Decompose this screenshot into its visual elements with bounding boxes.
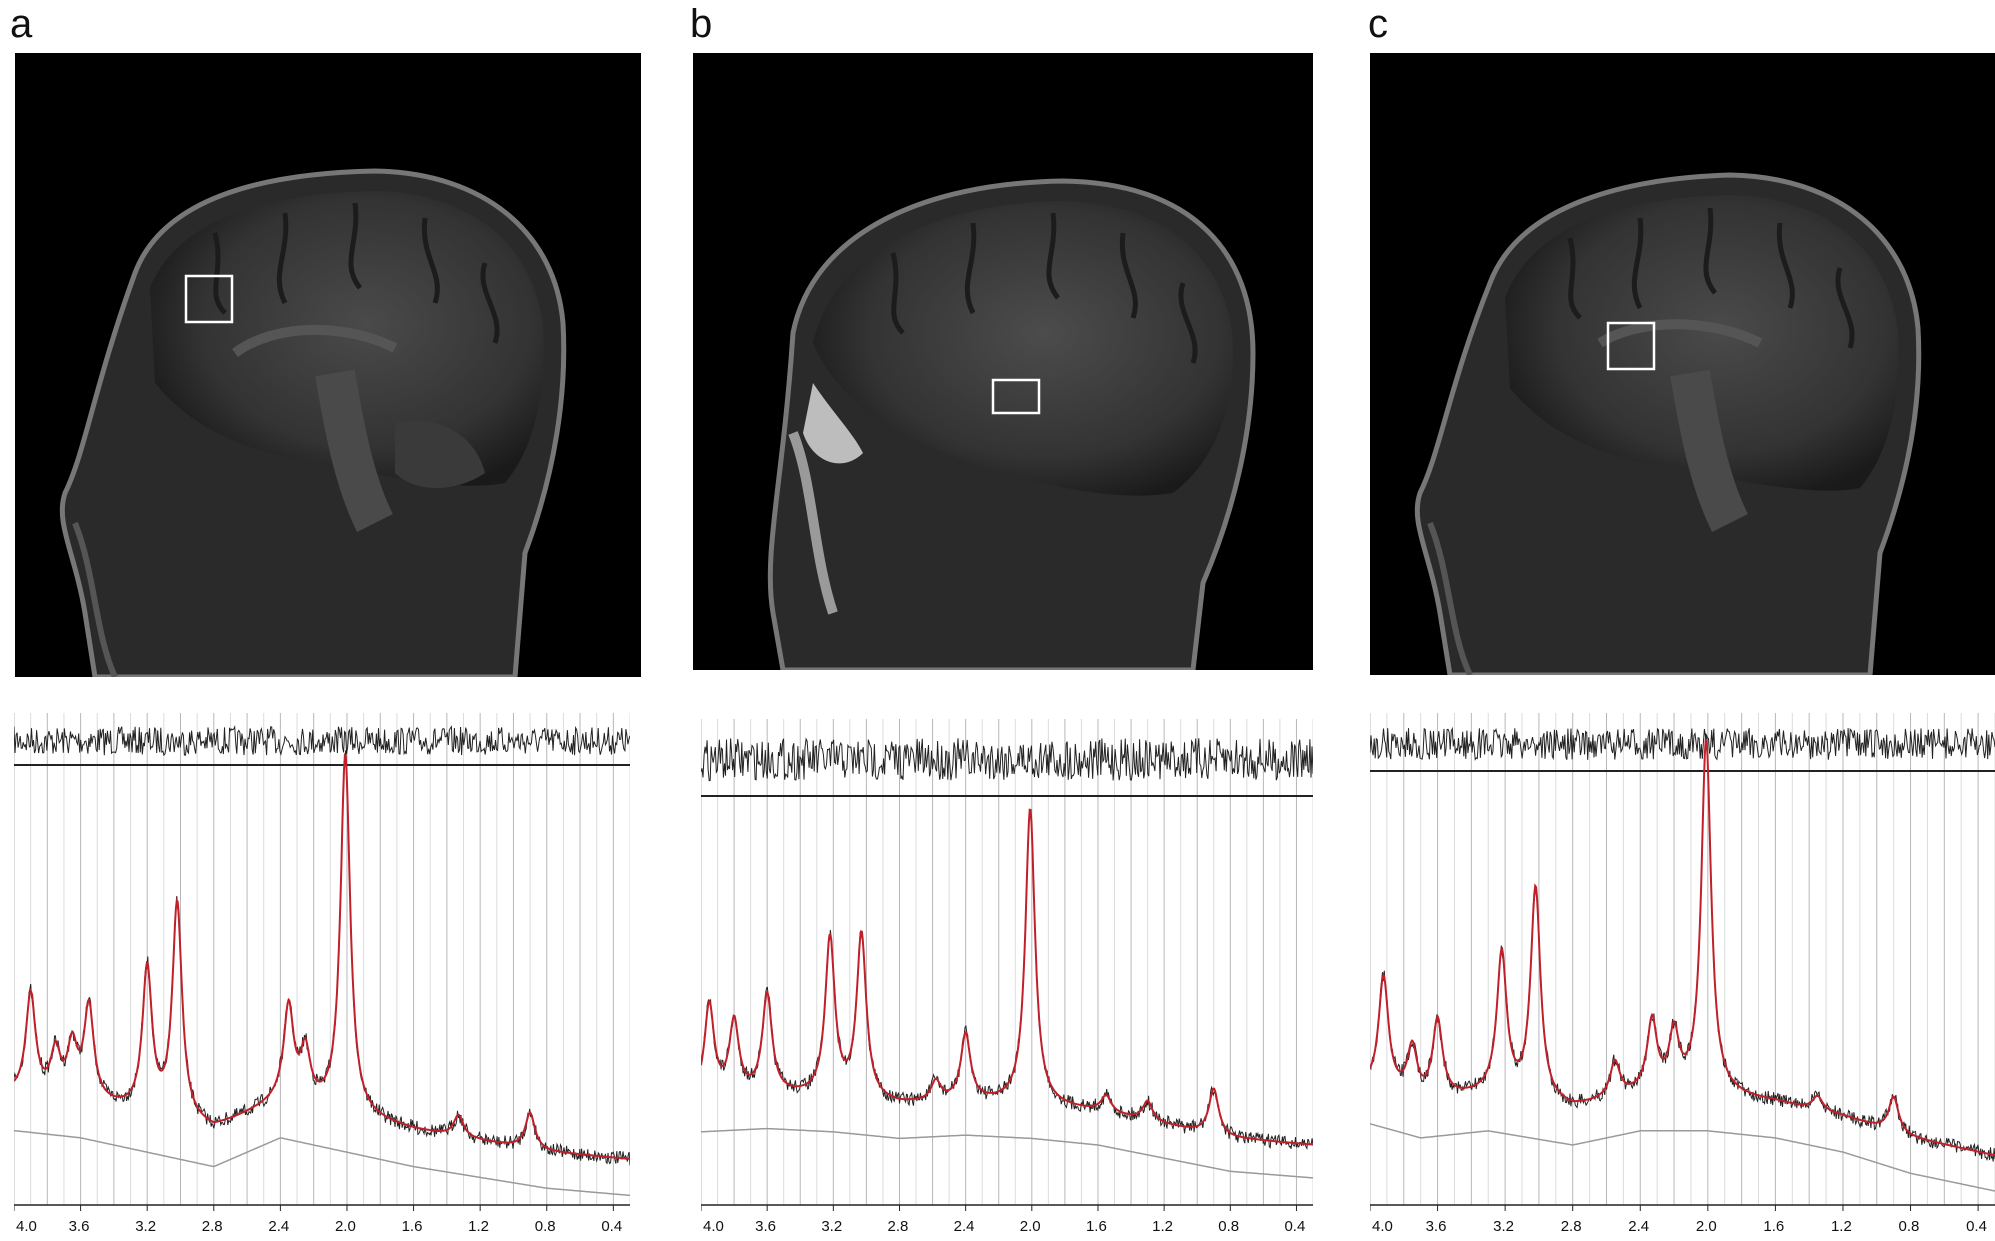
fit-curve — [701, 808, 1313, 1146]
x-tick-label: 1.2 — [1152, 1218, 1173, 1235]
spectrum-background — [701, 719, 1313, 1241]
baseline-curve — [701, 1127, 1313, 1179]
residual-trace — [1370, 726, 1995, 761]
voxel-box-b — [991, 378, 1041, 415]
x-tick-label: 1.6 — [402, 1218, 423, 1235]
voxel-box-c — [1606, 321, 1656, 371]
x-tick-label: 1.6 — [1086, 1218, 1107, 1235]
x-tick-label: 4.0 — [16, 1218, 37, 1235]
voxel-box-a — [184, 274, 234, 324]
spectrum-chart-c: 4.0 3.6 3.2 2.8 2.4 2.0 1.6 1.2 0.8 0.4 — [1370, 713, 1995, 1241]
fit-curve — [1370, 738, 1995, 1157]
mri-image-b — [693, 53, 1313, 670]
baseline-curve — [14, 1129, 630, 1197]
spectrum-background — [1370, 713, 1995, 1241]
x-tick-label: 3.6 — [1426, 1218, 1447, 1235]
x-tick-label: 4.0 — [1372, 1218, 1393, 1235]
x-tick-label: 2.0 — [1696, 1218, 1717, 1235]
x-tick-label: 2.8 — [202, 1218, 223, 1235]
spectrum-svg-c: 4.0 3.6 3.2 2.8 2.4 2.0 1.6 1.2 0.8 0.4 — [1370, 713, 1995, 1241]
x-tick-label: 0.8 — [535, 1218, 556, 1235]
spectrum-chart-a: 4.0 3.6 3.2 2.8 2.4 2.0 1.6 1.2 0.8 0.4 — [14, 713, 630, 1241]
mri-image-b-drawing — [767, 178, 1256, 670]
x-tick-label: 4.0 — [703, 1218, 724, 1235]
x-tick-label: 1.2 — [1831, 1218, 1852, 1235]
fit-curve — [14, 753, 630, 1160]
x-tick-label: 3.6 — [69, 1218, 90, 1235]
x-tick-label: 2.8 — [887, 1218, 908, 1235]
x-tick-label: 3.6 — [755, 1218, 776, 1235]
x-tick-label: 3.2 — [135, 1218, 156, 1235]
x-tick-label: 2.4 — [1628, 1218, 1649, 1235]
panel-label-b: b — [690, 2, 713, 46]
x-tick-label: 2.8 — [1561, 1218, 1582, 1235]
x-tick-label: 2.0 — [1020, 1218, 1041, 1235]
x-tick-label: 1.6 — [1763, 1218, 1784, 1235]
mri-image-a — [15, 53, 641, 677]
spectrum-chart-b: 4.0 3.6 3.2 2.8 2.4 2.0 1.6 1.2 0.8 0.4 — [701, 719, 1313, 1241]
panel-label-a: a — [10, 2, 33, 46]
x-tick-label: 2.4 — [268, 1218, 289, 1235]
x-tick-label: 2.0 — [335, 1218, 356, 1235]
spectrum-svg-a: 4.0 3.6 3.2 2.8 2.4 2.0 1.6 1.2 0.8 0.4 — [14, 713, 630, 1241]
x-tick-label: 0.8 — [1899, 1218, 1920, 1235]
residual-trace — [14, 725, 630, 757]
spectrum-background — [14, 713, 630, 1241]
mri-image-c — [1370, 53, 1995, 675]
x-tick-label: 0.8 — [1218, 1218, 1239, 1235]
x-tick-label: 2.4 — [954, 1218, 975, 1235]
spectrum-svg-b: 4.0 3.6 3.2 2.8 2.4 2.0 1.6 1.2 0.8 0.4 — [701, 719, 1313, 1241]
x-tick-label: 0.4 — [1966, 1218, 1987, 1235]
x-tick-label: 0.4 — [601, 1218, 622, 1235]
mri-image-c-drawing — [1414, 172, 1922, 675]
x-tick-label: 3.2 — [821, 1218, 842, 1235]
residual-trace — [701, 737, 1313, 782]
data-trace — [701, 813, 1313, 1151]
mri-image-a-drawing — [59, 168, 567, 677]
x-tick-label: 1.2 — [468, 1218, 489, 1235]
x-tick-label: 3.2 — [1493, 1218, 1514, 1235]
x-tick-label: 0.4 — [1284, 1218, 1305, 1235]
panel-label-c: c — [1368, 2, 1388, 46]
baseline-curve — [1370, 1123, 1995, 1192]
